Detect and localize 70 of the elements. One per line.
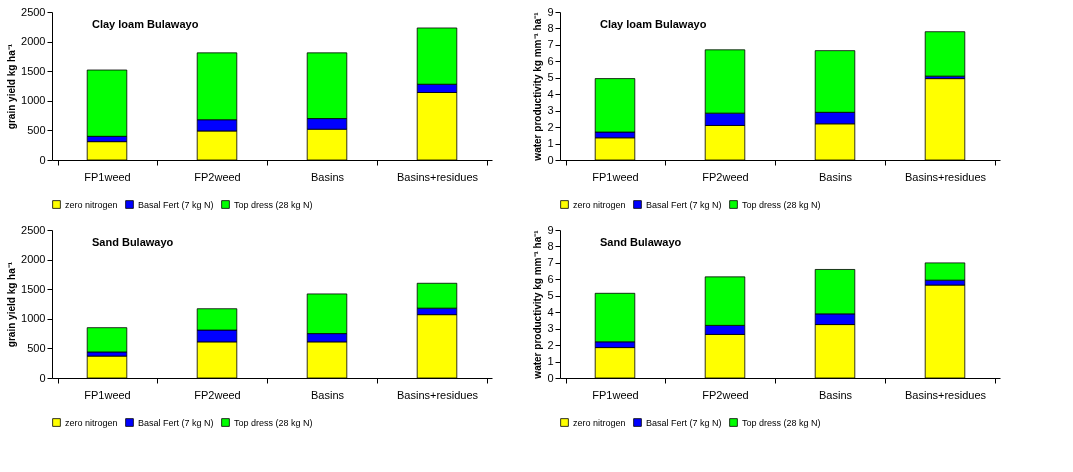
y-tick-label: 500: [27, 341, 46, 354]
legend-label: Basal Fert (7 kg N): [138, 199, 214, 210]
y-tick-label: 3: [547, 322, 554, 335]
y-tick-label: 7: [547, 38, 554, 51]
y-tick-label: 1500: [21, 282, 46, 295]
y-tick-label: 7: [547, 256, 554, 269]
text: Sand Bulawayo: [92, 236, 174, 248]
y-tick-label: 6: [547, 54, 554, 67]
x-tick-label: FP1weed: [592, 170, 639, 183]
x-tick-label: Basins: [818, 170, 853, 183]
y-axis-title: water productivity kg mm⁻¹ ha⁻¹: [532, 11, 544, 162]
legend-label: zero nitrogen: [65, 199, 118, 210]
x-tick-label: Basins: [818, 388, 853, 401]
y-tick-label: 1500: [21, 64, 46, 77]
legend-label: zero nitrogen: [573, 417, 626, 428]
bar: [86, 327, 128, 353]
legend-label: zero nitrogen: [65, 417, 118, 428]
y-tick-label: 2000: [21, 35, 46, 48]
x-tick-label: Basins+residues: [396, 388, 479, 401]
y-axis-title: grain yield kg ha⁻¹: [6, 43, 18, 130]
x-tick-label: Basins: [310, 170, 345, 183]
y-tick-label: 0: [39, 153, 46, 166]
y-tick-label: 9: [547, 223, 554, 236]
y-tick-label: 4: [547, 305, 554, 318]
y-tick-label: 8: [547, 21, 554, 34]
legend-label: zero nitrogen: [573, 199, 626, 210]
legend-label: Top dress (28 kg N): [742, 417, 821, 428]
y-axis-title: water productivity kg mm⁻¹ ha⁻¹: [532, 229, 544, 380]
x-tick-label: Basins+residues: [904, 170, 987, 183]
y-tick-label: 0: [547, 371, 554, 384]
y-tick-label: 500: [27, 123, 46, 136]
y-tick-label: 2: [547, 120, 554, 133]
text: Clay loam Bulawayo: [92, 18, 199, 30]
y-axis-title: grain yield kg ha⁻¹: [6, 261, 18, 348]
legend-label: Top dress (28 kg N): [742, 199, 821, 210]
bar: [924, 31, 966, 77]
x-tick-label: FP1weed: [592, 388, 639, 401]
x-tick-label: Basins: [310, 388, 345, 401]
y-tick-label: 2500: [21, 223, 46, 236]
y-tick-label: 1000: [21, 312, 46, 325]
y-tick-label: 2: [547, 338, 554, 351]
y-tick-label: 2500: [21, 5, 46, 18]
y-tick-label: 1: [547, 355, 554, 368]
y-tick-label: 2000: [21, 253, 46, 266]
y-tick-label: 1000: [21, 94, 46, 107]
x-tick-label: FP2weed: [194, 388, 241, 401]
y-tick-label: 5: [547, 71, 554, 84]
y-tick-label: 5: [547, 289, 554, 302]
text: Clay loam Bulawayo: [600, 18, 707, 30]
x-tick-label: FP2weed: [702, 170, 749, 183]
y-tick-label: 0: [547, 153, 554, 166]
legend-label: Basal Fert (7 kg N): [646, 417, 722, 428]
x-tick-label: FP2weed: [194, 170, 241, 183]
y-tick-label: 8: [547, 239, 554, 252]
x-tick-label: FP2weed: [702, 388, 749, 401]
text: Sand Bulawayo: [600, 236, 682, 248]
y-tick-label: 4: [547, 87, 554, 100]
legend-label: Basal Fert (7 kg N): [138, 417, 214, 428]
legend-label: Top dress (28 kg N): [234, 199, 313, 210]
y-tick-label: 0: [39, 371, 46, 384]
x-tick-label: Basins+residues: [396, 170, 479, 183]
x-tick-label: FP1weed: [84, 170, 131, 183]
y-tick-label: 3: [547, 104, 554, 117]
y-tick-label: 9: [547, 5, 554, 18]
legend-label: Basal Fert (7 kg N): [646, 199, 722, 210]
legend-label: Top dress (28 kg N): [234, 417, 313, 428]
y-tick-label: 6: [547, 272, 554, 285]
x-tick-label: FP1weed: [84, 388, 131, 401]
x-tick-label: Basins+residues: [904, 388, 987, 401]
y-tick-label: 1: [547, 137, 554, 150]
